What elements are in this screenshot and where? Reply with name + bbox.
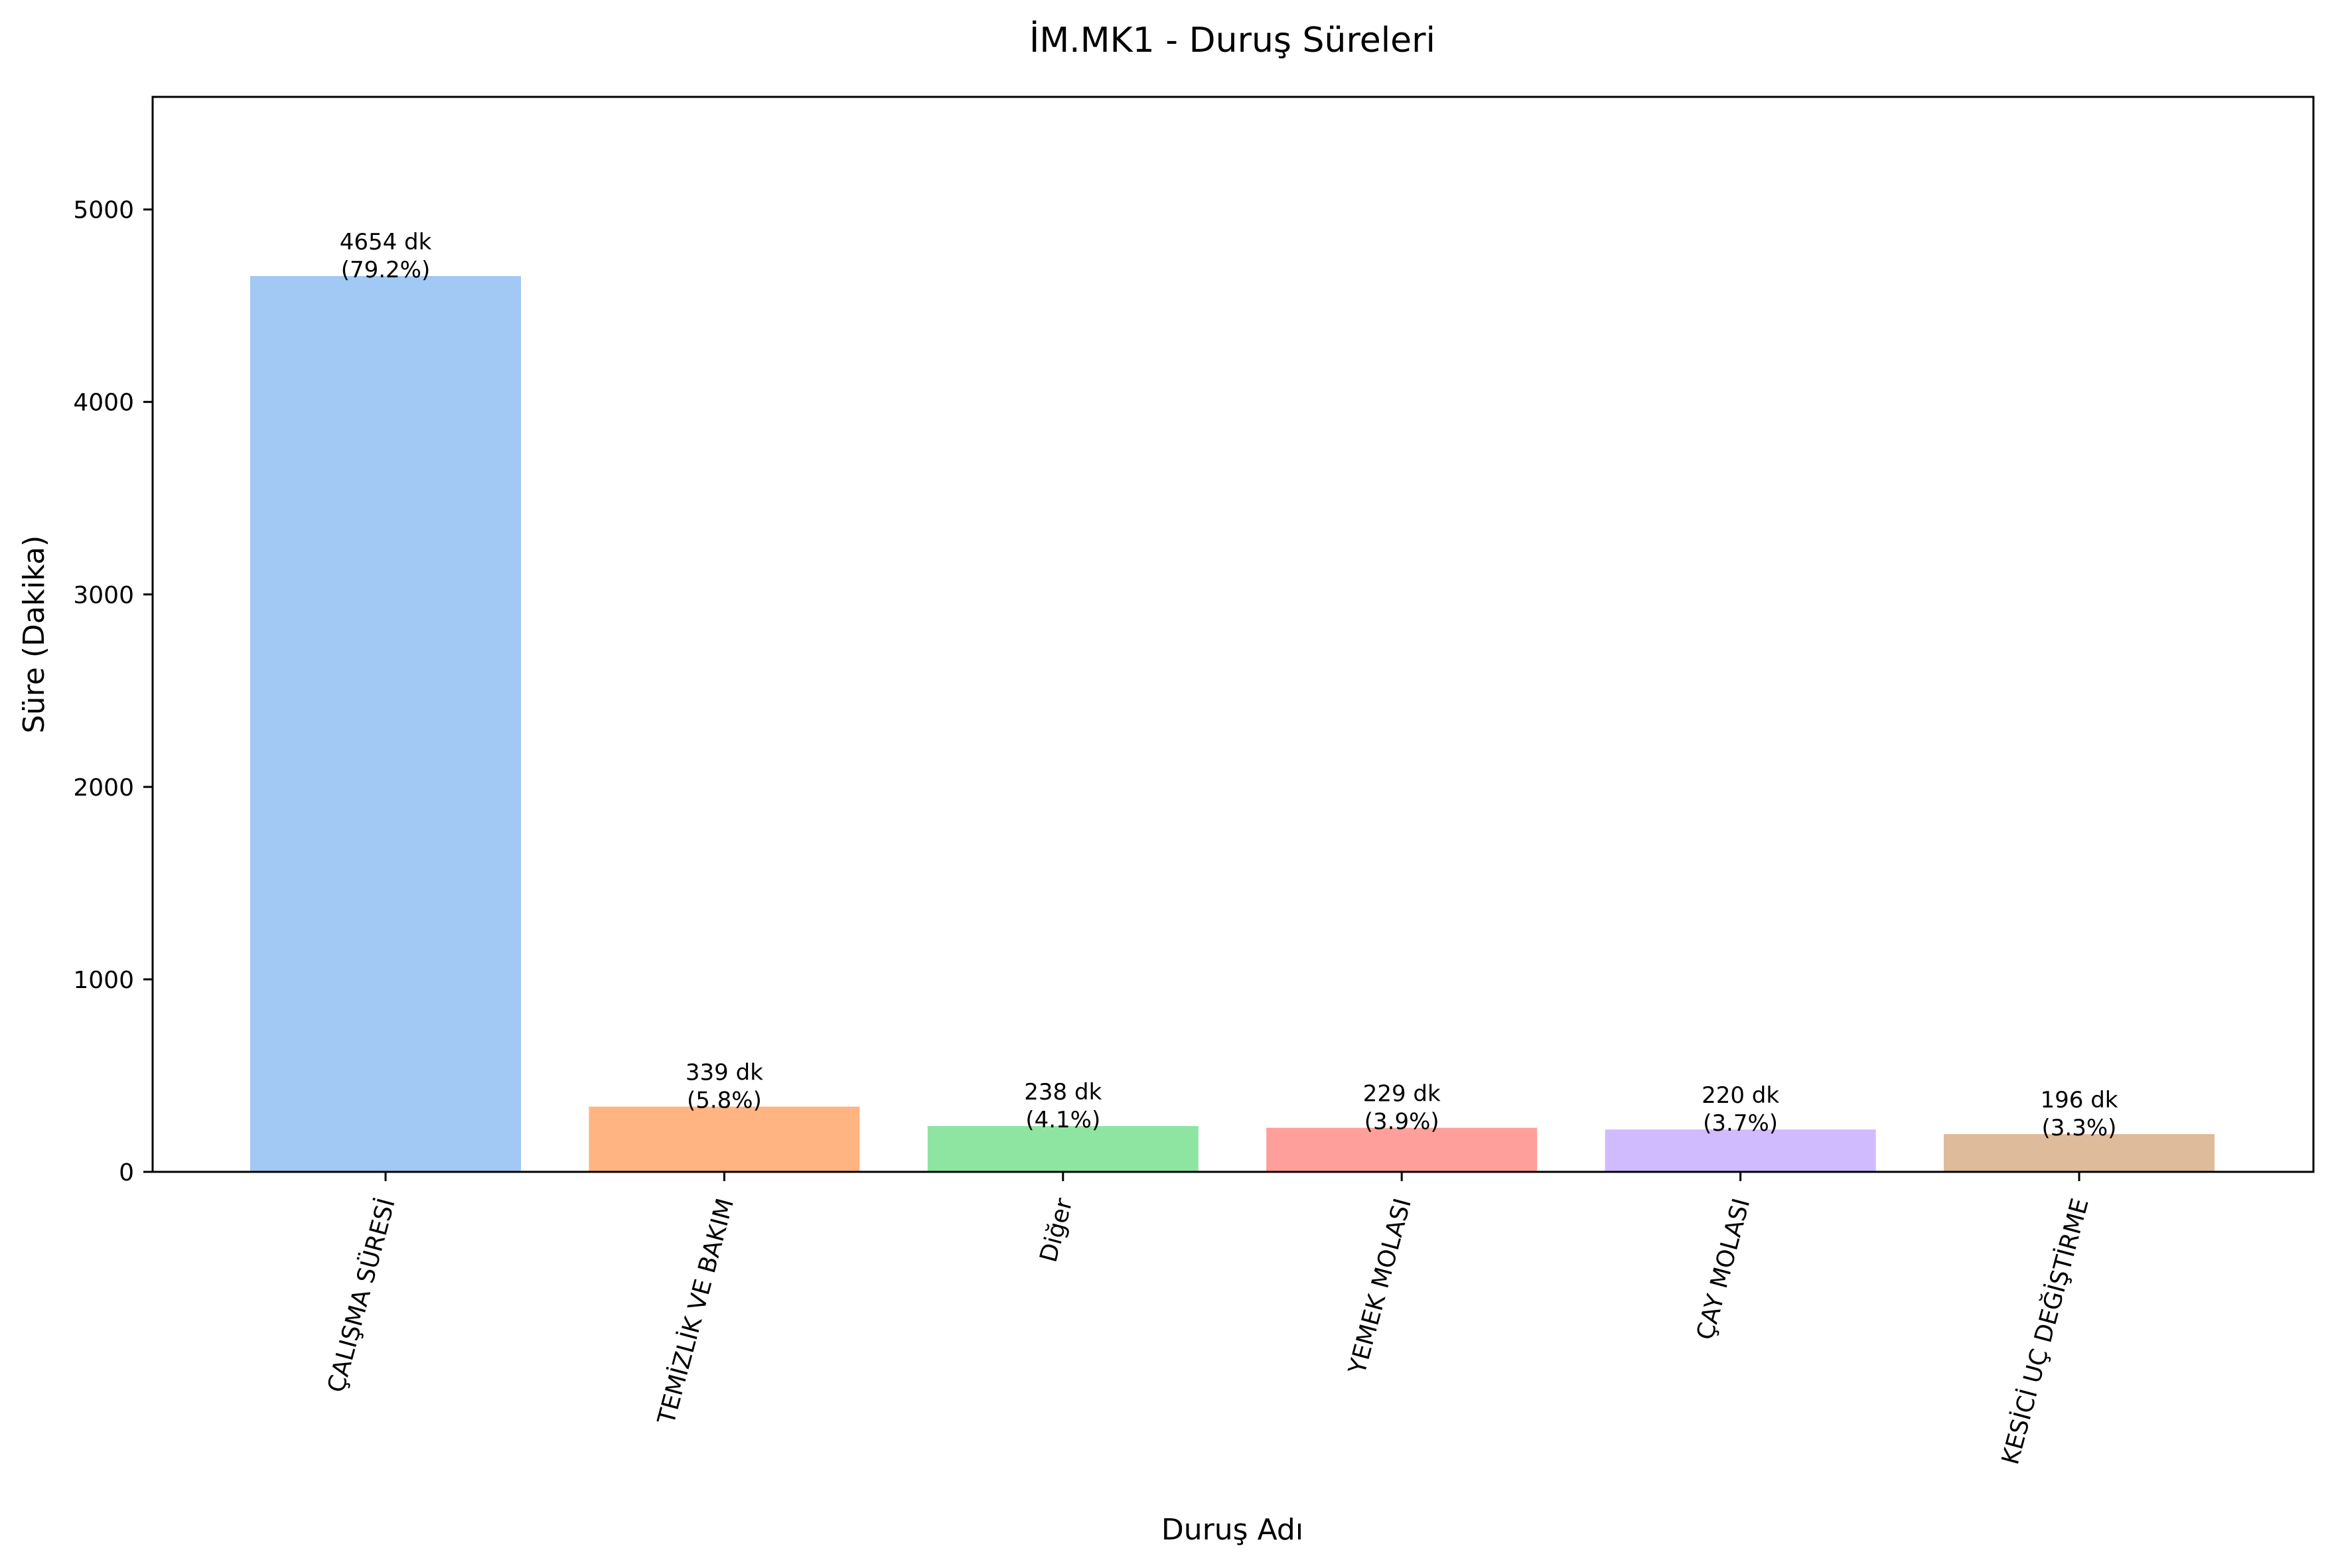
y-tick-label: 3000 — [73, 582, 134, 609]
bar-percent-label: (3.7%) — [1703, 1110, 1778, 1137]
bar-value-label: 229 dk — [1363, 1081, 1441, 1107]
bar-value-label: 238 dk — [1024, 1079, 1102, 1105]
bar-value-label: 339 dk — [686, 1060, 763, 1086]
x-axis-label: Duruş Adı — [1161, 1513, 1303, 1547]
bars-group — [250, 276, 2215, 1172]
x-tick-label: YEMEK MOLASI — [1344, 1196, 1417, 1378]
bar — [1605, 1129, 1876, 1172]
x-tick-label: ÇAY MOLASI — [1692, 1196, 1755, 1343]
bar-value-label: 220 dk — [1702, 1082, 1779, 1109]
chart-title: İM.MK1 - Duruş Süreleri — [1029, 20, 1435, 60]
bar — [589, 1106, 860, 1172]
x-tick-label: TEMİZLİK VE BAKIM — [652, 1195, 739, 1427]
x-axis-ticks: ÇALIŞMA SÜRESİ TEMİZLİK VE BAKIM Diğer YEME… — [322, 1172, 2094, 1467]
x-tick-label: KESİCİ UÇ DEĞİŞTİRME — [1996, 1195, 2094, 1467]
x-tick-label: ÇALIŞMA SÜRESİ — [322, 1195, 400, 1395]
y-axis-label: Süre (Dakika) — [17, 535, 51, 734]
y-tick-label: 1000 — [73, 967, 134, 994]
x-tick-label: Diğer — [1035, 1196, 1078, 1265]
y-tick-label: 2000 — [73, 774, 134, 802]
bar — [250, 276, 521, 1172]
bar-percent-label: (4.1%) — [1025, 1107, 1100, 1133]
bar — [927, 1126, 1199, 1172]
bar-value-label: 196 dk — [2041, 1087, 2118, 1113]
bar-value-label: 4654 dk — [340, 229, 432, 255]
bar — [1266, 1127, 1538, 1172]
bar-percent-label: (5.8%) — [687, 1088, 762, 1114]
y-tick-label: 0 — [119, 1159, 134, 1186]
y-axis-ticks: 0 1000 2000 3000 4000 5000 — [73, 197, 153, 1186]
bar-labels-group: 4654 dk(79.2%) 339 dk(5.8%) 238 dk(4.1%) 22… — [340, 229, 2118, 1141]
y-tick-label: 4000 — [73, 390, 134, 417]
bar-percent-label: (3.9%) — [1364, 1109, 1439, 1135]
y-tick-label: 5000 — [73, 197, 134, 224]
plot-frame — [151, 96, 2315, 1173]
bar-percent-label: (79.2%) — [341, 257, 431, 283]
bar — [1944, 1134, 2215, 1172]
bar-percent-label: (3.3%) — [2042, 1115, 2117, 1141]
